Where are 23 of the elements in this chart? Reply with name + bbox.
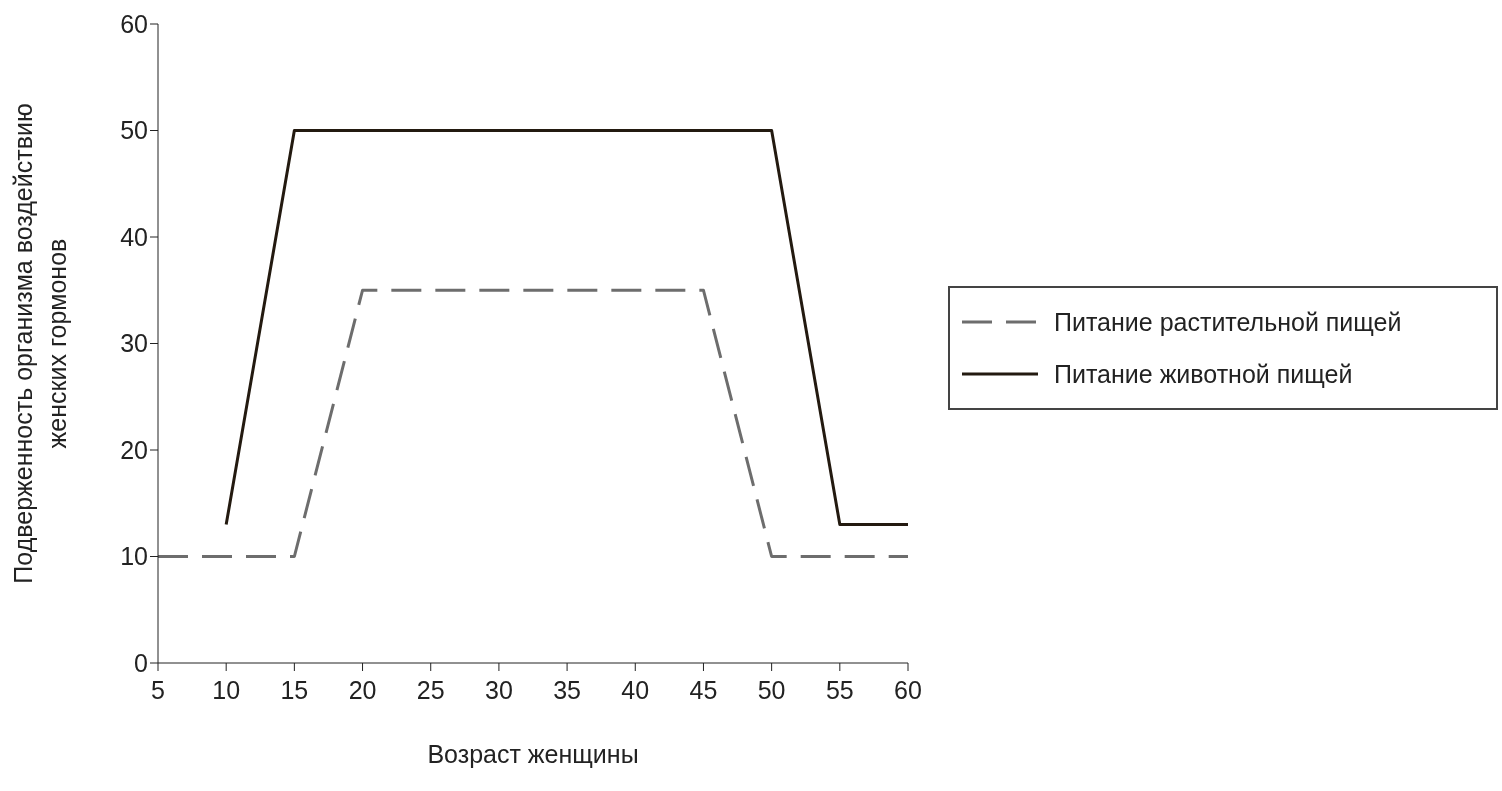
x-tick-label: 20 bbox=[348, 675, 377, 704]
x-tick-label: 45 bbox=[689, 675, 718, 704]
x-tick-label: 30 bbox=[485, 675, 513, 704]
x-tick-label: 50 bbox=[757, 675, 786, 704]
x-tick-label: 55 bbox=[825, 675, 854, 704]
legend-label: Питание животной пищей bbox=[1054, 359, 1353, 389]
y-tick-label: 20 bbox=[120, 435, 148, 464]
x-tick-label: 5 bbox=[151, 675, 165, 704]
x-tick-label: 40 bbox=[621, 675, 650, 704]
y-axis-title: Подверженность организма воздействию женских гормонов bbox=[9, 103, 71, 584]
x-axis-title: Возраст женщины bbox=[427, 740, 639, 768]
x-tick-label: 60 bbox=[894, 675, 922, 704]
y-tick-label: 60 bbox=[120, 9, 148, 38]
y-tick-label: 0 bbox=[134, 648, 148, 677]
legend-label: Питание растительной пищей bbox=[1054, 307, 1402, 337]
y-tick-label: 30 bbox=[120, 329, 148, 358]
x-tick-label: 10 bbox=[212, 675, 241, 704]
x-tick-label: 15 bbox=[280, 675, 309, 704]
y-tick-label: 50 bbox=[120, 116, 148, 145]
y-tick-label: 10 bbox=[120, 542, 148, 571]
x-tick-label: 25 bbox=[416, 675, 445, 704]
x-tick-label: 35 bbox=[553, 675, 581, 704]
y-tick-label: 40 bbox=[120, 222, 148, 251]
